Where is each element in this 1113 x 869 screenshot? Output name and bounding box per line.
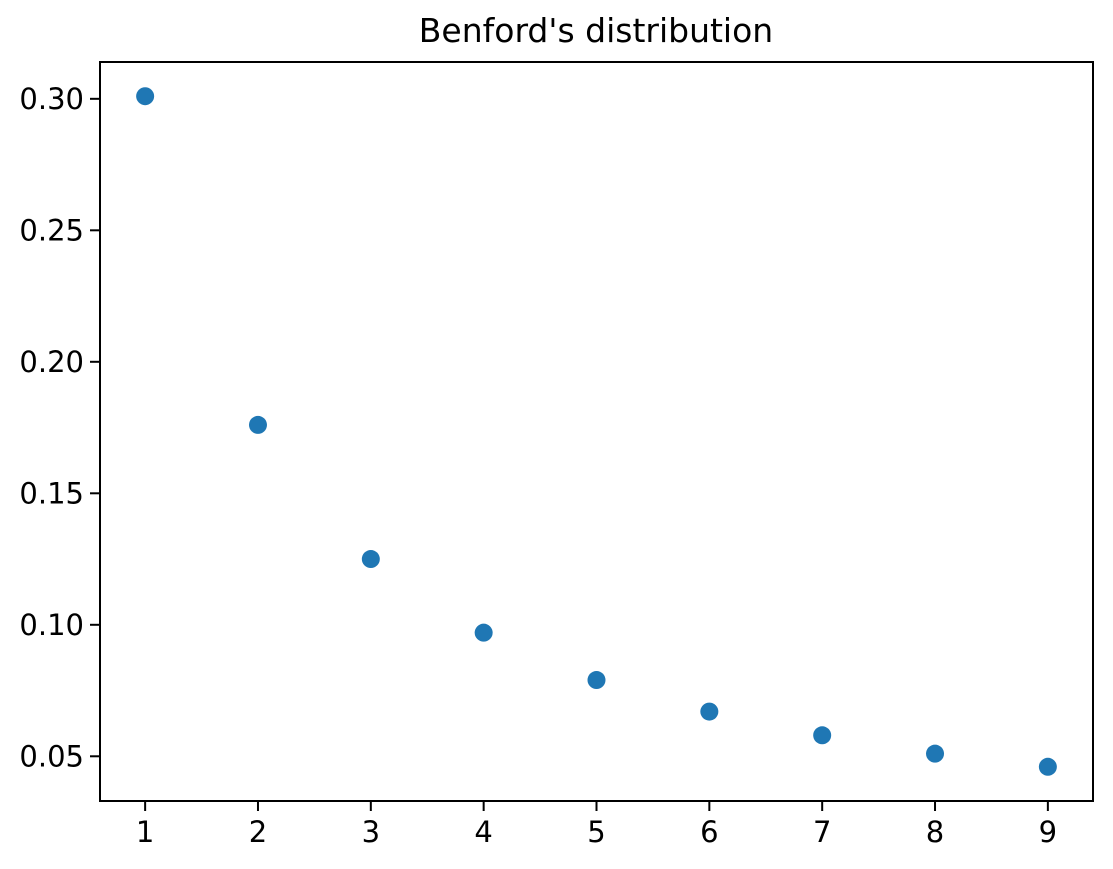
- axes: 1 2 3 4 5 6 7 8 9 0.05 0.10 0.15 0.20 0.25 0.30: [19, 61, 1094, 849]
- data-point: [248, 415, 267, 434]
- y-tick-label: 0.25: [19, 213, 84, 247]
- data-point: [136, 87, 155, 106]
- data-point: [1038, 757, 1057, 776]
- x-tick-label: 6: [700, 815, 718, 849]
- data-point: [474, 623, 493, 642]
- data-point: [361, 550, 380, 569]
- x-tick-label: 1: [136, 815, 154, 849]
- chart-title: Benford's distribution: [419, 11, 773, 50]
- x-tick-label: 2: [249, 815, 267, 849]
- plot-area-border: [99, 61, 1094, 802]
- data-point: [813, 726, 832, 745]
- x-tick-label: 5: [587, 815, 605, 849]
- x-tick-label: 4: [474, 815, 492, 849]
- y-tick-label: 0.20: [19, 345, 84, 379]
- y-tick-label: 0.30: [19, 82, 84, 116]
- y-tick-label: 0.15: [19, 476, 84, 510]
- y-tick-label: 0.10: [19, 608, 84, 642]
- x-tick-label: 3: [362, 815, 380, 849]
- data-point: [926, 744, 945, 763]
- x-tick-label: 8: [926, 815, 944, 849]
- data-point: [587, 671, 606, 690]
- y-tick-label: 0.05: [19, 739, 84, 773]
- data-point: [700, 702, 719, 721]
- x-tick-label: 9: [1039, 815, 1057, 849]
- x-tick-label: 7: [813, 815, 831, 849]
